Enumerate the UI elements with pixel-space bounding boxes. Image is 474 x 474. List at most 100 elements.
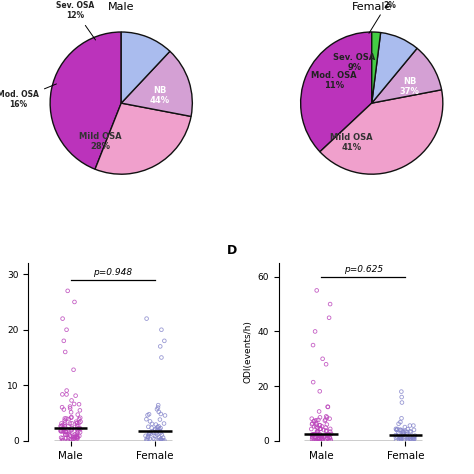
Point <box>322 427 330 435</box>
Point <box>318 435 326 443</box>
Wedge shape <box>301 32 372 152</box>
Point <box>71 434 79 442</box>
Point <box>397 434 404 442</box>
Point <box>322 424 329 431</box>
Point <box>325 430 332 438</box>
Point <box>406 428 414 435</box>
Point <box>63 387 71 394</box>
Point <box>321 432 329 439</box>
Point <box>310 437 318 445</box>
Point <box>66 432 74 439</box>
Point <box>58 403 66 411</box>
Point <box>59 435 66 442</box>
Point <box>73 419 81 427</box>
Point <box>319 437 327 444</box>
Point <box>152 421 160 428</box>
Point <box>317 425 325 433</box>
Point <box>71 423 79 431</box>
Point <box>309 434 316 441</box>
Point <box>326 434 333 441</box>
Point <box>314 434 321 442</box>
Point <box>144 433 152 440</box>
Point <box>310 432 317 439</box>
Point <box>67 409 75 416</box>
Point <box>393 425 401 433</box>
Point <box>145 410 153 418</box>
Point <box>324 435 331 442</box>
Text: D: D <box>227 244 237 257</box>
Point <box>157 424 164 432</box>
Point <box>161 337 168 345</box>
Point <box>63 326 70 334</box>
Point <box>395 431 403 438</box>
Text: CSA
2%: CSA 2% <box>369 0 398 33</box>
Point <box>154 423 161 431</box>
Point <box>66 420 74 428</box>
Point <box>149 428 157 435</box>
Point <box>392 425 400 433</box>
Wedge shape <box>121 32 170 103</box>
Point <box>71 430 79 438</box>
Point <box>397 426 404 434</box>
Point <box>157 429 164 437</box>
Point <box>313 437 320 445</box>
Point <box>68 419 75 427</box>
Point <box>410 433 418 441</box>
Text: Mod. OSA
11%: Mod. OSA 11% <box>311 71 356 91</box>
Point <box>308 425 315 433</box>
Point <box>73 434 81 442</box>
Point <box>155 408 163 416</box>
Point <box>313 430 321 438</box>
Point <box>158 437 166 445</box>
Point <box>76 425 84 433</box>
Title: Male: Male <box>108 2 135 12</box>
Point <box>318 423 326 430</box>
Point <box>312 423 320 430</box>
Text: p=0.948: p=0.948 <box>93 268 132 277</box>
Point <box>392 437 400 445</box>
Point <box>148 420 156 428</box>
Point <box>312 436 319 444</box>
Point <box>151 426 159 434</box>
Point <box>408 437 415 445</box>
Point <box>316 425 324 432</box>
Point <box>399 428 406 435</box>
Point <box>150 429 157 437</box>
Point <box>75 401 83 408</box>
Point <box>58 422 65 430</box>
Point <box>318 435 326 442</box>
Point <box>61 421 68 428</box>
Point <box>404 436 411 444</box>
Point <box>315 416 322 424</box>
Point <box>314 424 321 432</box>
Point <box>144 411 151 419</box>
Point <box>400 434 408 442</box>
Point <box>146 429 154 437</box>
Point <box>318 432 325 439</box>
Point <box>310 430 318 438</box>
Point <box>74 411 82 419</box>
Point <box>64 287 72 295</box>
Point <box>314 428 321 436</box>
Text: p=0.625: p=0.625 <box>344 265 383 274</box>
Point <box>155 436 163 444</box>
Point <box>158 326 165 334</box>
Point <box>324 403 331 410</box>
Point <box>313 435 321 443</box>
Wedge shape <box>50 32 121 169</box>
Text: Mild OSA
28%: Mild OSA 28% <box>79 132 121 151</box>
Point <box>159 437 167 445</box>
Point <box>405 434 412 442</box>
Point <box>60 428 67 435</box>
Point <box>57 434 65 441</box>
Point <box>152 425 159 433</box>
Point <box>321 437 329 444</box>
Point <box>403 430 410 438</box>
Point <box>410 435 418 443</box>
Point <box>310 378 317 386</box>
Point <box>319 437 327 444</box>
Point <box>326 415 333 422</box>
Point <box>326 434 334 442</box>
Point <box>69 433 77 441</box>
Point <box>63 428 70 436</box>
